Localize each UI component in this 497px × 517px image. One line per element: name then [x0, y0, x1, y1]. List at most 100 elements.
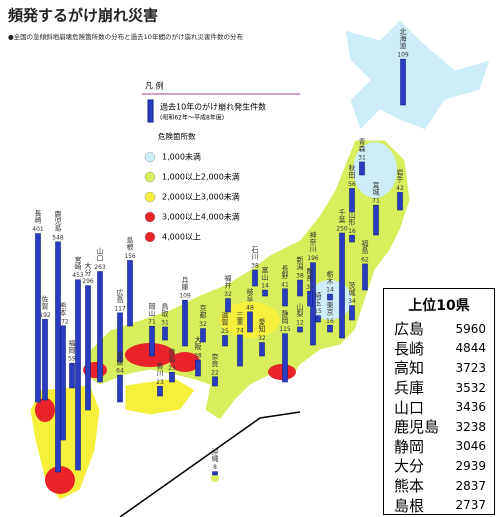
- table-cell: 4844: [455, 341, 486, 356]
- shikoku: [124, 377, 196, 416]
- pref-name: 山形: [348, 210, 356, 226]
- table-row: 山口 3436: [384, 397, 494, 417]
- legend-swatch: [144, 171, 156, 183]
- pref-name: 神奈川: [309, 230, 317, 252]
- table-cell: 3723: [455, 360, 486, 375]
- pref-name: 栃木: [326, 269, 334, 285]
- bar-value: 31: [358, 154, 366, 161]
- pref-name: 山梨: [296, 302, 304, 318]
- bar: [297, 279, 303, 297]
- bar: [157, 386, 163, 397]
- region: [268, 364, 296, 380]
- bar-value: 64: [116, 368, 124, 375]
- bar-value: 8: [213, 464, 217, 471]
- bar: [149, 325, 155, 357]
- legend-swatch: [144, 231, 156, 243]
- pref-name: 東京: [326, 300, 334, 316]
- bar-value: 25: [221, 328, 229, 335]
- bar-value: 38: [194, 353, 202, 360]
- table-cell: 兵庫: [394, 379, 425, 398]
- legend-text: 過去10年のがけ崩れ発生件数: [160, 102, 266, 112]
- legend-bar: [147, 99, 154, 123]
- pref-name: 鳥取: [161, 302, 169, 318]
- table-cell: 鹿児島: [394, 418, 440, 437]
- legend-swatch: [144, 191, 156, 203]
- table-row: 島根 2737: [384, 495, 494, 515]
- bar: [349, 234, 355, 243]
- bar-value: 156: [124, 253, 136, 260]
- bar: [127, 260, 133, 327]
- pref-name: 富山: [261, 265, 269, 281]
- pref-name: 千葉: [338, 208, 346, 224]
- table-cell: 静岡: [394, 437, 425, 456]
- bar-value: 22: [211, 369, 219, 376]
- table-cell: 広島: [394, 320, 425, 339]
- bar: [262, 289, 268, 297]
- bar: [297, 326, 303, 333]
- table-row: 長崎 4844: [384, 339, 494, 359]
- pref-name: 島根: [126, 236, 134, 252]
- pref-name: 長崎: [34, 210, 42, 224]
- bar: [362, 263, 368, 291]
- hokkaido: [344, 19, 491, 131]
- bar: [60, 325, 66, 441]
- bar: [42, 319, 48, 401]
- bar: [327, 293, 333, 301]
- bar-value: 62: [361, 256, 369, 263]
- bar-value: 115: [279, 326, 291, 333]
- bar: [212, 471, 218, 476]
- table-cell: 島根: [394, 496, 425, 515]
- pref-name: 山口: [96, 247, 104, 262]
- bar: [195, 359, 201, 377]
- table-row: 広島 5960: [384, 319, 494, 339]
- legend-text: 3,000以上4,000未満: [162, 212, 240, 222]
- bar: [373, 204, 379, 236]
- legend-text: 2,000以上3,000未満: [162, 192, 240, 202]
- bar-value: 12: [296, 319, 304, 326]
- pref-name: 福岡: [68, 338, 76, 354]
- bar: [397, 192, 403, 211]
- table-cell: 大分: [394, 457, 425, 476]
- pref-name: 兵庫: [181, 275, 189, 291]
- bar: [69, 362, 75, 389]
- bar: [117, 312, 123, 363]
- pref-name: 福島: [361, 239, 369, 255]
- region: [170, 352, 200, 372]
- pref-name: 滋賀: [221, 311, 229, 327]
- bar-value: 453: [72, 272, 84, 279]
- bar-value: 32: [199, 321, 207, 328]
- subtitle: ●全国の急傾斜地崩壊危険箇所数の分布と過去10年間のがけ崩れ災害件数の分布: [8, 32, 243, 41]
- bar-value: 296: [82, 278, 94, 285]
- bar-value: 32: [258, 335, 266, 342]
- bar-value: 56: [348, 181, 356, 188]
- legend-text: (昭和62年～平成8年度): [160, 114, 224, 122]
- pref-name: 熊本: [59, 301, 67, 317]
- bar: [182, 299, 188, 347]
- bar-value: 263: [94, 264, 106, 271]
- pref-name: 岡山: [148, 302, 156, 317]
- pref-name: 群馬: [306, 266, 314, 282]
- bar-value: 15: [314, 308, 322, 315]
- bar-value: 23: [168, 365, 176, 372]
- bar: [35, 233, 41, 403]
- table-cell: 高知: [394, 359, 425, 378]
- bar-value: 16: [326, 318, 334, 325]
- bar-value: 14: [261, 283, 269, 290]
- pref-name: 秋田: [348, 164, 356, 180]
- bar: [225, 298, 231, 313]
- table-cell: 山口: [394, 398, 425, 417]
- table-row: 高知 3723: [384, 358, 494, 378]
- bar-value: 16: [348, 228, 356, 235]
- bar: [55, 241, 61, 473]
- pref-name: 奈良: [211, 352, 219, 368]
- pref-name: 沖縄: [211, 447, 219, 462]
- pref-name: 香川: [156, 362, 164, 377]
- table-cell: 3046: [455, 439, 486, 454]
- pref-name: 岩手: [396, 168, 404, 184]
- bar-value: 548: [52, 234, 64, 241]
- bar-value: 23: [156, 379, 164, 386]
- pref-name: 鹿児島: [54, 209, 62, 232]
- bar: [400, 58, 406, 106]
- bar-value: 41: [281, 281, 289, 288]
- bar-value: 117: [114, 305, 126, 312]
